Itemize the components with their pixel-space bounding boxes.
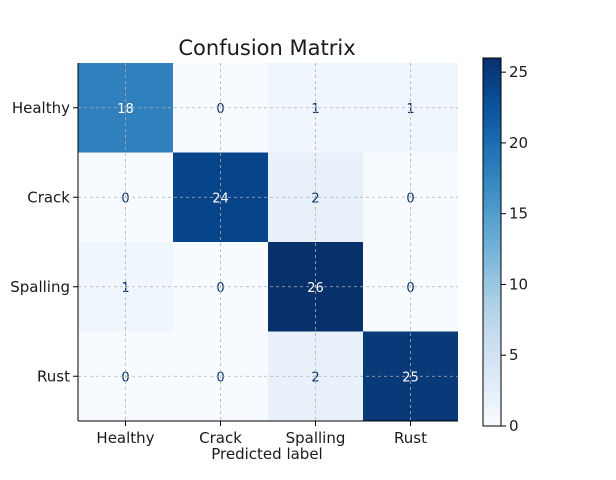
y-tick-label: Healthy: [12, 99, 70, 117]
x-tick-labels: Healthy Crack Spalling Rust: [96, 421, 427, 447]
cell-value-label: 1: [121, 281, 129, 296]
colorbar-tick-label: 25: [509, 63, 528, 81]
cell-value-label: 1: [311, 102, 319, 117]
x-axis-label: Predicted label: [211, 445, 322, 463]
colorbar-tick-label: 15: [509, 205, 528, 223]
cell-value-label: 18: [117, 102, 134, 117]
colorbar-tick-label: 0: [509, 417, 519, 435]
y-tick-label: Spalling: [10, 278, 70, 296]
cell-value-label: 0: [406, 281, 414, 296]
axes: [77, 63, 458, 422]
cell-value-label: 26: [307, 281, 324, 296]
x-tick-label: Healthy: [96, 429, 154, 447]
chart-title: Confusion Matrix: [178, 36, 355, 60]
y-tick-labels: Healthy Crack Spalling Rust: [10, 99, 78, 385]
colorbar-tick-label: 10: [509, 275, 528, 293]
y-tick-label: Rust: [37, 367, 70, 385]
y-tick-label: Crack: [27, 188, 70, 206]
cell-value-label: 24: [212, 191, 229, 206]
cell-value-label: 0: [121, 191, 129, 206]
colorbar-tick-label: 20: [509, 134, 528, 152]
x-tick-label: Rust: [394, 429, 427, 447]
colorbar-gradient: [482, 57, 502, 427]
cell-value-label: 1: [406, 102, 414, 117]
colorbar: 0 5 10 15 20 25: [482, 57, 528, 435]
x-tick-label: Spalling: [286, 429, 346, 447]
cell-value-label: 2: [311, 191, 319, 206]
cell-value-label: 0: [216, 102, 224, 117]
x-tick-label: Crack: [199, 429, 242, 447]
cell-value-label: 0: [216, 281, 224, 296]
heatmap-cells: 18 0 1 10 24 2 01 0 26 00 0 2 25: [78, 63, 458, 421]
colorbar-tick-label: 5: [509, 346, 519, 364]
cell-value-label: 0: [406, 191, 414, 206]
